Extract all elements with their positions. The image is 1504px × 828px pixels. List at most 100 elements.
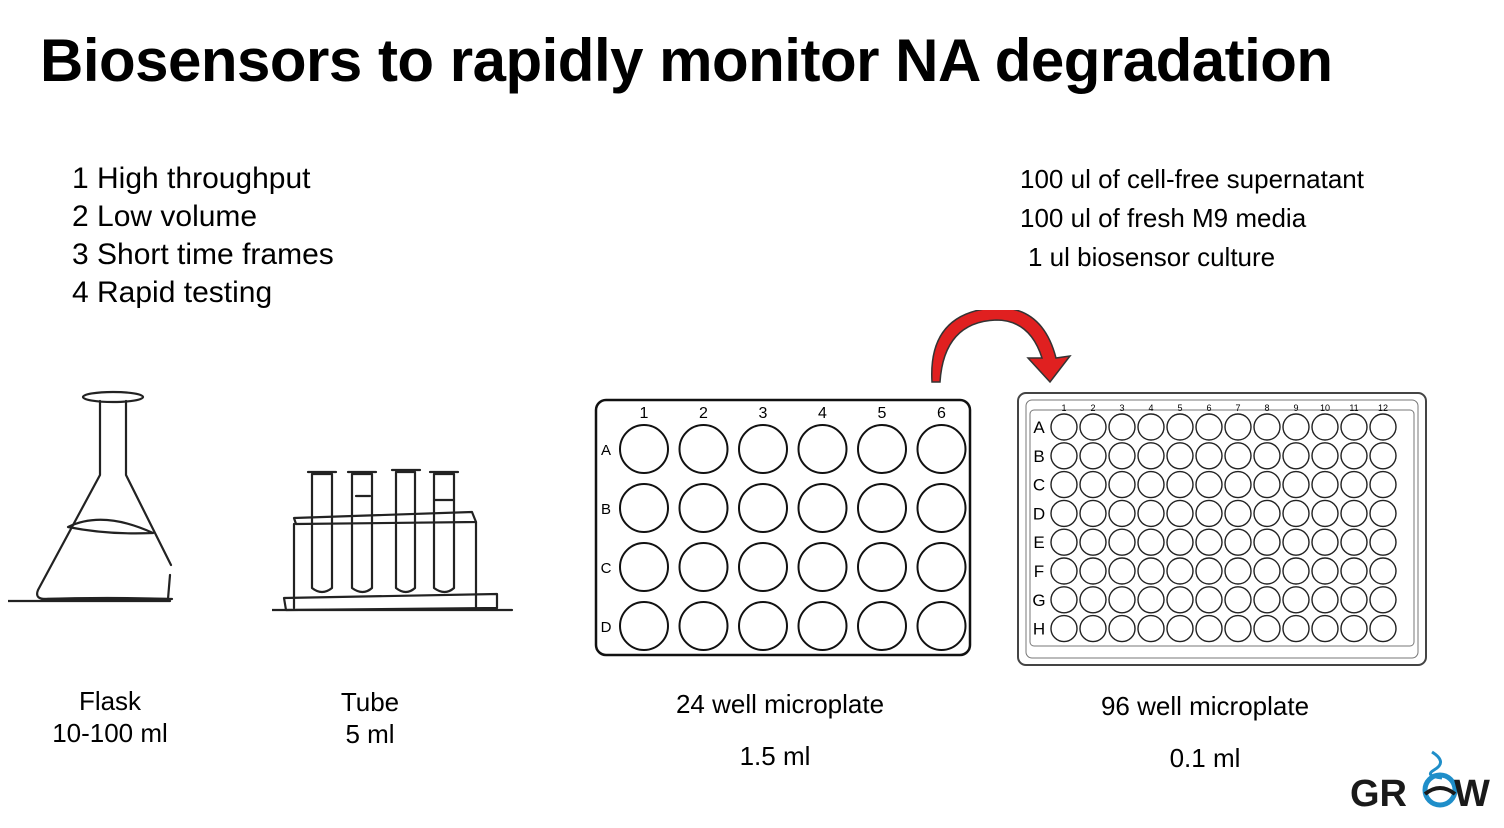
flask-illustration xyxy=(8,390,174,603)
plate96-well xyxy=(1340,614,1368,643)
plate24-well xyxy=(916,424,967,474)
plate96-well xyxy=(1195,499,1223,528)
plate24-row-label: A xyxy=(601,442,611,459)
plate96-well xyxy=(1050,586,1078,614)
plate96-well xyxy=(1050,557,1078,585)
plate96-well xyxy=(1195,442,1223,470)
plate96-column-label: 10 xyxy=(1320,403,1330,413)
plate96-well xyxy=(1108,499,1136,528)
plate96-column-label: 9 xyxy=(1293,403,1298,413)
plate96-well xyxy=(1224,557,1252,585)
plate96-well xyxy=(1253,614,1281,643)
plate96-well xyxy=(1079,614,1107,643)
plate96-column-label: 5 xyxy=(1177,403,1182,413)
plate96-well xyxy=(1079,499,1107,528)
plate96-well xyxy=(1282,586,1310,614)
plate96-well xyxy=(1311,586,1339,614)
plate96-well xyxy=(1369,528,1397,556)
plate24-well xyxy=(857,424,907,474)
plate24-volume: 1.5 ml xyxy=(739,741,811,771)
plate96-well xyxy=(1108,557,1136,585)
plate96-row-label: F xyxy=(1034,562,1044,581)
plate96-well xyxy=(1224,586,1252,614)
plate96-volume: 0.1 ml xyxy=(1169,743,1241,773)
dna-wave-icon xyxy=(1422,750,1458,808)
plate96-well xyxy=(1224,499,1252,528)
plate96-well xyxy=(1311,557,1339,585)
slide-title: Biosensors to rapidly monitor NA degrada… xyxy=(40,27,1333,94)
plate24-row-label: C xyxy=(601,560,612,577)
plate96-well xyxy=(1224,470,1252,499)
plate96-well xyxy=(1137,557,1165,585)
plate96-well xyxy=(1050,413,1078,441)
plate24-column-label: 2 xyxy=(699,405,708,422)
plate96-well xyxy=(1340,499,1368,528)
plate24-row-label: D xyxy=(601,619,612,636)
plate96-well xyxy=(1079,557,1107,585)
curved-arrow xyxy=(931,310,1072,384)
plate96-row-label: H xyxy=(1033,620,1045,639)
plate24-column-label: 6 xyxy=(937,405,946,422)
plate96-row-label: E xyxy=(1033,533,1044,552)
plate96-well xyxy=(1369,470,1397,499)
plate96-well xyxy=(1137,586,1165,614)
recipe-item: 1 ul biosensor culture xyxy=(1028,242,1276,272)
plate24-well xyxy=(619,424,669,474)
plate96-well xyxy=(1137,528,1165,556)
plate96-well xyxy=(1195,413,1223,441)
plate96-well xyxy=(1311,413,1339,441)
plate24-well xyxy=(678,542,729,592)
plate96-well xyxy=(1166,442,1194,470)
plate96-well xyxy=(1108,413,1136,441)
plate96-column-label: 6 xyxy=(1206,403,1211,413)
plate96-well xyxy=(1311,470,1339,499)
plate24-well xyxy=(916,601,967,651)
plate24-column-label: 3 xyxy=(759,405,768,422)
plate96-row-label: D xyxy=(1033,504,1045,523)
plate24-well xyxy=(678,424,729,474)
flask-name: Flask xyxy=(78,686,142,716)
plate96-name: 96 well microplate xyxy=(1100,691,1310,721)
plate96-well xyxy=(1050,442,1078,470)
plate96-well xyxy=(1311,442,1339,470)
plate96-well xyxy=(1166,557,1194,585)
plate96-well xyxy=(1340,586,1368,614)
plate96-well xyxy=(1282,470,1310,499)
plate24-well xyxy=(619,542,669,592)
plate96-well xyxy=(1137,470,1165,499)
tube-volume: 5 ml xyxy=(345,719,395,749)
24-well-microplate: 1 2 3 4 5 6 A B C D xyxy=(594,398,972,657)
tube-caption: Tube 5 ml xyxy=(300,686,440,750)
plate96-well xyxy=(1166,499,1194,528)
flask-volume: 10-100 ml xyxy=(52,718,168,748)
plate24-well xyxy=(678,601,729,651)
plate96-column-label: 4 xyxy=(1148,403,1153,413)
plate24-well xyxy=(738,483,788,533)
plate96-well xyxy=(1311,614,1339,643)
plate96-well xyxy=(1137,442,1165,470)
flask-caption: Flask 10-100 ml xyxy=(30,685,190,749)
plate96-well xyxy=(1108,442,1136,470)
plate24-name: 24 well microplate xyxy=(675,689,885,719)
plate96-well xyxy=(1195,528,1223,556)
plate96-well xyxy=(1137,499,1165,528)
plate24-well xyxy=(797,483,848,533)
tube-name: Tube xyxy=(340,687,400,717)
plate96-well xyxy=(1369,413,1397,441)
plate24-well xyxy=(738,542,788,592)
plate96-well xyxy=(1369,614,1397,643)
plate96-well xyxy=(1108,470,1136,499)
plate96-well xyxy=(1079,586,1107,614)
plate96-row-label: B xyxy=(1033,447,1044,466)
advantage-item: 3 Short time frames xyxy=(72,238,334,271)
plate96-well xyxy=(1369,557,1397,585)
plate96-well xyxy=(1282,614,1310,643)
advantage-item: 1 High throughput xyxy=(72,162,311,195)
plate96-well xyxy=(1079,528,1107,556)
recipe-item: 100 ul of cell-free supernatant xyxy=(1020,164,1364,194)
plate96-well xyxy=(1369,586,1397,614)
plate96-column-label: 12 xyxy=(1378,403,1388,413)
plate96-well xyxy=(1050,528,1078,556)
advantage-item: 4 Rapid testing xyxy=(72,276,273,309)
